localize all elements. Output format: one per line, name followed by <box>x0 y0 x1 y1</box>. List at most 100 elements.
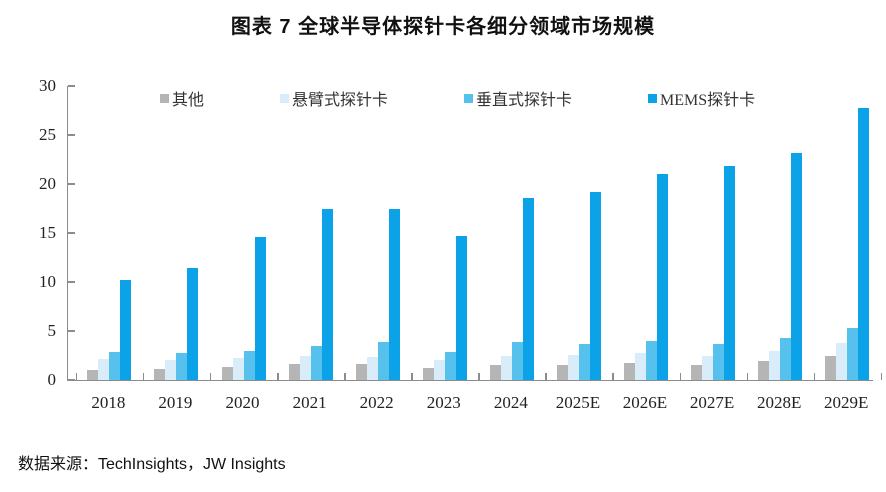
bar-cantilever <box>366 357 378 380</box>
x-axis-tick <box>478 373 480 380</box>
x-axis-tick-label: 2025E <box>555 393 601 412</box>
bar-group-2027E <box>691 166 736 380</box>
x-axis-tick <box>344 373 346 380</box>
bar-group-2021 <box>288 209 333 380</box>
bar-mems <box>724 166 736 380</box>
bar-vertical <box>243 350 255 380</box>
legend-label: 悬臂式探针卡 <box>292 92 389 109</box>
bar-group-2019 <box>154 268 199 380</box>
bar-other <box>221 367 233 380</box>
x-axis-tick <box>679 373 682 380</box>
bar-other <box>288 364 300 380</box>
y-axis-tick <box>68 330 75 332</box>
bar-mems <box>522 197 534 380</box>
y-axis-tick <box>68 281 75 283</box>
x-axis-tick <box>75 373 78 380</box>
bar-other <box>154 369 166 380</box>
x-axis-tick-label: 2021 <box>292 393 327 412</box>
legend-item-cantilever: 悬臂式探针卡 <box>280 86 388 110</box>
bar-mems <box>657 174 668 380</box>
x-axis-tick <box>880 373 883 380</box>
x-axis-tick-label: 2020 <box>225 393 260 412</box>
bar-cantilever <box>769 350 781 380</box>
bar-cantilever <box>433 360 445 380</box>
legend-label: 垂直式探针卡 <box>476 92 573 109</box>
bar-group-2024 <box>489 197 534 380</box>
y-axis-tick <box>68 85 75 87</box>
x-axis-tick-label: 2018 <box>91 393 126 412</box>
bar-mems <box>254 236 266 380</box>
bar-other <box>355 364 367 380</box>
y-axis-tick <box>68 183 75 185</box>
y-axis-tick-label: 10 <box>39 272 56 291</box>
bar-vertical <box>713 343 725 380</box>
y-axis-tick-label: 25 <box>39 125 56 144</box>
y-axis-tick-label: 30 <box>39 76 56 95</box>
bar-cantilever <box>299 356 311 380</box>
plot-area <box>67 85 883 381</box>
bar-group-2022 <box>355 208 400 380</box>
bar-other <box>556 365 568 380</box>
bar-mems <box>455 235 467 380</box>
y-axis-tick <box>68 232 75 234</box>
legend-label: MEMS探针卡 <box>660 92 756 109</box>
legend-swatch-icon <box>160 93 169 103</box>
x-axis-tick-label: 2019 <box>158 393 193 412</box>
legend-swatch-icon <box>464 93 474 103</box>
bar-vertical <box>444 351 456 380</box>
x-axis-tick <box>813 373 816 380</box>
bar-mems <box>858 107 870 380</box>
data-source-note: 数据来源：TechInsights，JW Insights <box>18 456 286 473</box>
x-axis-tick <box>411 373 413 380</box>
bar-mems <box>791 152 803 380</box>
x-axis-tick <box>142 373 145 380</box>
y-axis-tick <box>68 379 75 381</box>
x-axis-tick-label: 2027E <box>689 393 735 412</box>
bar-cantilever <box>500 356 512 380</box>
bar-mems <box>321 209 333 380</box>
bar-cantilever <box>98 359 110 380</box>
bar-other <box>87 370 99 380</box>
bar-group-2020 <box>221 236 266 380</box>
x-axis-tick-label: 2026E <box>622 393 668 412</box>
y-axis-tick-label: 20 <box>39 174 56 193</box>
bar-other <box>825 355 837 380</box>
bar-vertical <box>847 328 859 380</box>
bar-vertical <box>109 351 121 380</box>
legend-label: 其他 <box>172 92 205 109</box>
bar-group-2023 <box>422 235 467 380</box>
bar-group-2026E <box>624 174 668 380</box>
bar-group-2028E <box>758 152 803 380</box>
bar-cantilever <box>635 352 646 380</box>
x-axis-tick-label: 2028E <box>756 393 802 412</box>
legend-swatch-icon <box>280 93 290 103</box>
chart-title: 图表 7 全球半导体探针卡各细分领域市场规模 <box>230 16 656 38</box>
bar-vertical <box>780 337 792 380</box>
legend-swatch-icon <box>648 93 658 103</box>
y-axis-tick <box>68 134 75 136</box>
bar-group-2025E <box>556 191 601 380</box>
bar-other <box>422 368 434 380</box>
x-axis-tick-label: 2024 <box>493 393 528 412</box>
x-axis-tick <box>277 373 279 380</box>
bar-other <box>624 363 635 380</box>
bar-cantilever <box>567 354 579 380</box>
y-axis-tick-label: 0 <box>47 370 57 389</box>
legend-item-other: 其他 <box>160 86 204 110</box>
legend-item-vertical: 垂直式探针卡 <box>464 86 572 110</box>
bar-cantilever <box>702 355 714 380</box>
bar-group-2018 <box>87 280 132 380</box>
bar-cantilever <box>232 358 244 380</box>
bar-vertical <box>310 345 322 380</box>
bar-vertical <box>511 341 523 380</box>
bar-mems <box>187 268 199 380</box>
bar-mems <box>589 191 601 380</box>
bar-group-2029E <box>825 107 870 380</box>
bar-vertical <box>646 340 657 380</box>
bar-vertical <box>377 341 389 380</box>
bar-other <box>489 365 501 380</box>
x-axis-tick <box>612 373 614 380</box>
bar-cantilever <box>836 342 848 380</box>
x-axis-tick-label: 2023 <box>426 393 461 412</box>
